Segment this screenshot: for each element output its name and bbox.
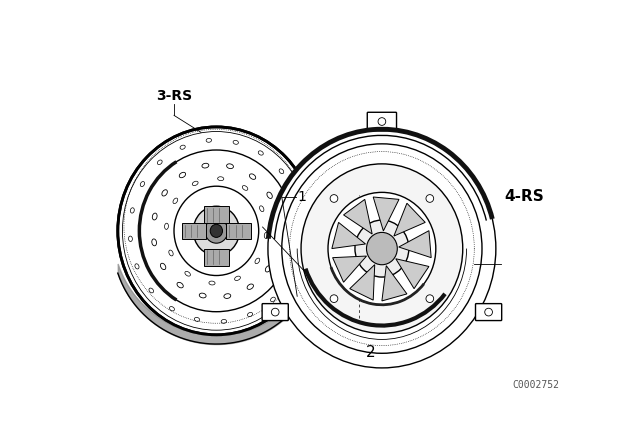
Ellipse shape	[210, 224, 223, 237]
Ellipse shape	[131, 208, 134, 213]
Ellipse shape	[193, 206, 239, 255]
Polygon shape	[394, 203, 425, 236]
Ellipse shape	[206, 138, 212, 142]
Ellipse shape	[271, 308, 279, 316]
Ellipse shape	[330, 194, 338, 202]
Polygon shape	[373, 197, 399, 231]
Polygon shape	[333, 256, 367, 282]
Ellipse shape	[276, 216, 281, 223]
Text: 3-RS: 3-RS	[156, 89, 192, 103]
Bar	[227, 223, 251, 238]
Ellipse shape	[255, 258, 260, 263]
Ellipse shape	[205, 219, 228, 243]
Ellipse shape	[170, 306, 175, 311]
Ellipse shape	[355, 220, 409, 277]
Ellipse shape	[276, 242, 280, 249]
Ellipse shape	[279, 169, 284, 174]
Ellipse shape	[195, 318, 200, 321]
Polygon shape	[396, 259, 429, 289]
Ellipse shape	[224, 294, 231, 298]
Text: 4-RS: 4-RS	[504, 190, 544, 204]
Ellipse shape	[294, 193, 298, 198]
Bar	[204, 249, 228, 266]
Ellipse shape	[271, 297, 275, 302]
Ellipse shape	[152, 213, 157, 220]
Ellipse shape	[129, 236, 132, 241]
Ellipse shape	[221, 319, 227, 323]
Ellipse shape	[169, 250, 173, 256]
Text: 1: 1	[297, 190, 306, 204]
Ellipse shape	[174, 186, 259, 276]
Bar	[182, 223, 206, 238]
Ellipse shape	[266, 266, 271, 272]
Ellipse shape	[202, 163, 209, 168]
Ellipse shape	[192, 181, 198, 185]
FancyBboxPatch shape	[367, 112, 397, 131]
Ellipse shape	[161, 263, 166, 270]
Ellipse shape	[264, 233, 268, 238]
Ellipse shape	[243, 185, 248, 190]
Ellipse shape	[250, 174, 256, 179]
Text: 2: 2	[365, 345, 375, 360]
FancyBboxPatch shape	[476, 304, 502, 321]
Ellipse shape	[233, 140, 239, 144]
Polygon shape	[349, 265, 375, 300]
Ellipse shape	[180, 145, 185, 149]
Ellipse shape	[149, 288, 154, 293]
Ellipse shape	[118, 127, 315, 335]
Ellipse shape	[267, 192, 272, 198]
Polygon shape	[344, 199, 372, 234]
Ellipse shape	[135, 264, 139, 269]
Ellipse shape	[140, 150, 293, 312]
Ellipse shape	[235, 276, 241, 280]
Ellipse shape	[162, 190, 168, 196]
Ellipse shape	[426, 295, 434, 302]
Ellipse shape	[247, 284, 253, 289]
Ellipse shape	[177, 282, 183, 288]
Ellipse shape	[227, 164, 234, 168]
Ellipse shape	[173, 198, 178, 203]
FancyBboxPatch shape	[262, 304, 288, 321]
Polygon shape	[332, 222, 365, 249]
Ellipse shape	[185, 271, 190, 276]
Ellipse shape	[152, 239, 157, 246]
Bar	[204, 206, 228, 223]
Polygon shape	[399, 231, 431, 258]
Ellipse shape	[300, 220, 304, 226]
Ellipse shape	[218, 177, 224, 181]
Ellipse shape	[268, 129, 496, 368]
Ellipse shape	[426, 194, 434, 202]
Ellipse shape	[288, 275, 292, 280]
Ellipse shape	[301, 164, 463, 333]
Ellipse shape	[260, 206, 264, 211]
Ellipse shape	[209, 281, 215, 285]
Ellipse shape	[298, 249, 302, 254]
Ellipse shape	[328, 192, 436, 305]
Ellipse shape	[259, 151, 263, 155]
Ellipse shape	[199, 293, 206, 298]
Ellipse shape	[140, 181, 145, 186]
Ellipse shape	[164, 223, 168, 229]
Ellipse shape	[367, 233, 397, 265]
Polygon shape	[382, 266, 407, 301]
Ellipse shape	[330, 295, 338, 302]
Ellipse shape	[282, 144, 482, 353]
Ellipse shape	[157, 160, 162, 164]
Ellipse shape	[179, 172, 186, 178]
Text: C0002752: C0002752	[512, 380, 559, 390]
Ellipse shape	[248, 312, 253, 317]
Ellipse shape	[484, 308, 492, 316]
Ellipse shape	[378, 118, 386, 125]
